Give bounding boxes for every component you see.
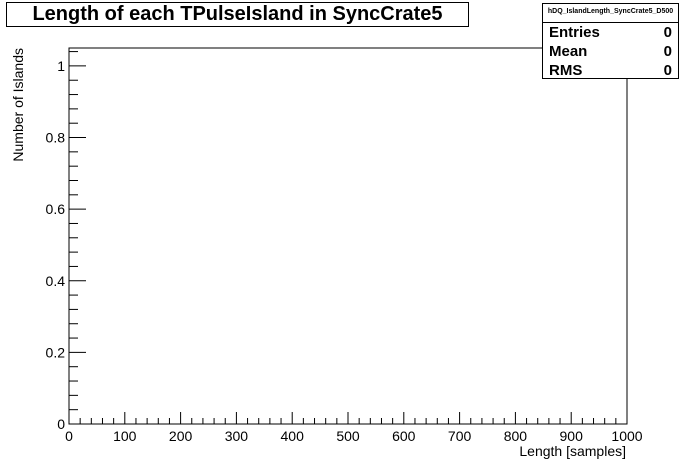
stats-row-mean: Mean 0: [543, 42, 678, 61]
x-axis: 0 100 200 300 400 500 600 700 800 900 1000: [65, 412, 643, 444]
y-tick-label: 0.2: [46, 344, 66, 360]
y-tick-label: 0: [57, 416, 65, 432]
stats-label: Entries: [549, 24, 600, 41]
stats-value: 0: [663, 24, 672, 41]
x-axis-label: Length [samples]: [519, 443, 626, 459]
x-tick-label: 100: [113, 428, 137, 444]
plot-frame: [68, 47, 628, 425]
x-tick-label: 700: [448, 428, 472, 444]
stats-box: hDQ_IslandLength_SyncCrate5_D500 Entries…: [542, 3, 679, 79]
y-tick-label: 0.6: [46, 201, 66, 217]
y-tick-label: 0.4: [46, 273, 66, 289]
stats-histogram-name: hDQ_IslandLength_SyncCrate5_D500: [543, 4, 678, 23]
stats-row-entries: Entries 0: [543, 23, 678, 42]
stats-value: 0: [663, 43, 672, 60]
x-tick-label: 500: [336, 428, 360, 444]
chart-title: Length of each TPulseIsland in SyncCrate…: [6, 2, 469, 27]
y-axis: 0 0.2 0.4 0.6 0.8 1: [46, 51, 86, 432]
y-tick-label: 0.8: [46, 130, 66, 146]
stats-value: 0: [663, 62, 672, 79]
y-axis-label: Number of Islands: [10, 48, 26, 162]
x-tick-label: 1000: [611, 428, 642, 444]
x-tick-label: 800: [504, 428, 528, 444]
stats-label: RMS: [549, 62, 583, 79]
stats-label: Mean: [549, 43, 588, 60]
x-tick-label: 400: [281, 428, 305, 444]
x-tick-label: 200: [169, 428, 193, 444]
stats-row-rms: RMS 0: [543, 61, 678, 80]
x-tick-label: 600: [392, 428, 416, 444]
y-tick-label: 1: [57, 58, 65, 74]
x-tick-label: 300: [225, 428, 249, 444]
x-tick-label: 0: [65, 428, 73, 444]
x-tick-label: 900: [560, 428, 584, 444]
